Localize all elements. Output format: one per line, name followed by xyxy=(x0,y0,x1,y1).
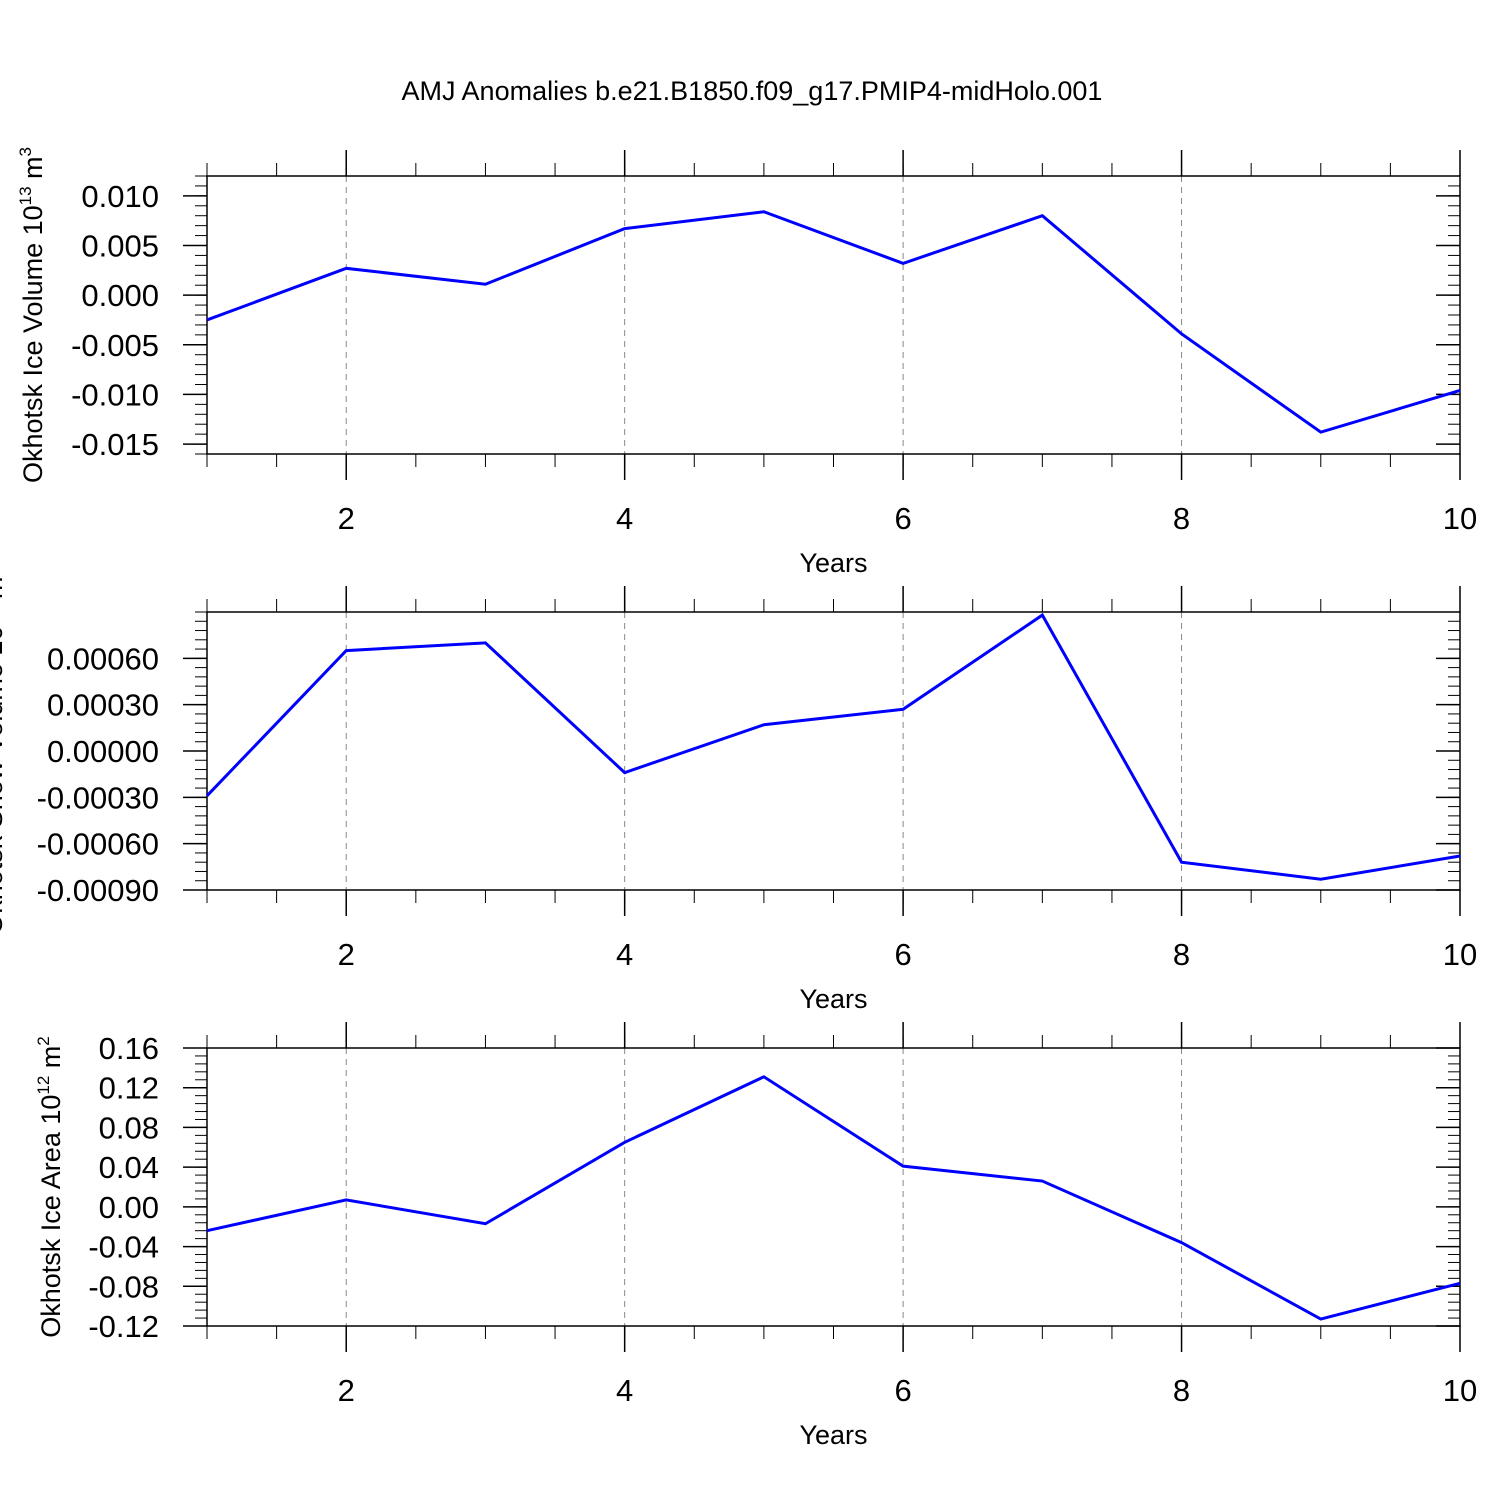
x-tick-label: 2 xyxy=(338,937,355,972)
y-axis-label-part: 2 xyxy=(34,1036,53,1045)
chart-title: AMJ Anomalies b.e21.B1850.f09_g17.PMIP4-… xyxy=(402,76,1103,106)
y-tick-label: -0.00090 xyxy=(37,873,159,908)
x-tick-label: 10 xyxy=(1443,937,1477,972)
y-tick-label: 0.010 xyxy=(81,179,159,214)
y-tick-label: 0.08 xyxy=(99,1110,159,1145)
y-tick-label: 0.04 xyxy=(99,1150,159,1185)
y-tick-label: 0.16 xyxy=(99,1031,159,1066)
x-tick-label: 2 xyxy=(338,1373,355,1408)
x-tick-label: 2 xyxy=(338,501,355,536)
y-tick-label: 0.00030 xyxy=(47,688,159,723)
x-tick-label: 6 xyxy=(894,501,911,536)
y-tick-label: 0.00060 xyxy=(47,641,159,676)
y-axis-label-part: 13 xyxy=(16,186,35,205)
x-tick-label: 6 xyxy=(894,1373,911,1408)
y-tick-label: -0.010 xyxy=(71,377,159,412)
y-tick-label: -0.12 xyxy=(88,1309,159,1344)
y-axis-label-part: m xyxy=(0,577,8,607)
y-tick-label: 0.005 xyxy=(81,229,159,264)
y-axis-label-part: Okhotsk Ice Volume 10 xyxy=(18,205,48,483)
y-tick-label: 0.00 xyxy=(99,1190,159,1225)
y-tick-label: -0.015 xyxy=(71,427,159,462)
plot-frame xyxy=(206,611,1461,891)
y-tick-label: 0.000 xyxy=(81,278,159,313)
y-axis-label-part: 3 xyxy=(16,147,35,156)
y-tick-label: -0.005 xyxy=(71,328,159,363)
y-axis-label: Okhotsk Snow Volume 1013 m3 xyxy=(0,567,8,935)
plot-frame xyxy=(206,1047,1461,1327)
x-tick-label: 8 xyxy=(1173,501,1190,536)
y-axis-label: Okhotsk Ice Area 1012 m2 xyxy=(34,1036,66,1338)
x-tick-label: 10 xyxy=(1443,501,1477,536)
y-tick-label: -0.00060 xyxy=(37,827,159,862)
x-tick-label: 10 xyxy=(1443,1373,1477,1408)
x-tick-label: 4 xyxy=(616,501,633,536)
y-tick-label: -0.00030 xyxy=(37,780,159,815)
y-axis-label-part: Okhotsk Ice Area 10 xyxy=(36,1095,66,1338)
y-tick-label: -0.08 xyxy=(88,1269,159,1304)
y-axis-label-part: 12 xyxy=(34,1076,53,1095)
x-axis-label: Years xyxy=(799,984,867,1014)
x-axis-label: Years xyxy=(799,1420,867,1450)
y-axis-label-part: m xyxy=(18,156,48,186)
y-tick-label: -0.04 xyxy=(88,1230,159,1265)
x-tick-label: 6 xyxy=(894,937,911,972)
x-tick-label: 4 xyxy=(616,937,633,972)
x-axis-label: Years xyxy=(799,548,867,578)
y-axis-label-part: m xyxy=(36,1046,66,1076)
plot-frame xyxy=(206,175,1461,455)
x-tick-label: 4 xyxy=(616,1373,633,1408)
y-axis-label-part: Okhotsk Snow Volume 10 xyxy=(0,626,8,935)
x-tick-label: 8 xyxy=(1173,937,1190,972)
y-tick-label: 0.00000 xyxy=(47,734,159,769)
data-line xyxy=(205,612,1461,881)
data-line xyxy=(206,210,1461,434)
y-tick-label: 0.12 xyxy=(99,1071,159,1106)
x-tick-label: 8 xyxy=(1173,1373,1190,1408)
data-line xyxy=(206,1075,1461,1321)
y-axis-label: Okhotsk Ice Volume 1013 m3 xyxy=(16,147,48,483)
